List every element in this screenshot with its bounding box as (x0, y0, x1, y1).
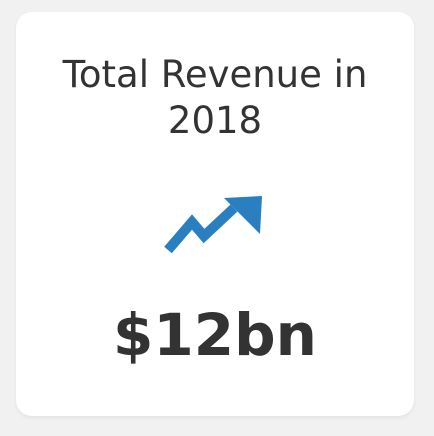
card-title: Total Revenue in 2018 (62, 53, 368, 142)
revenue-value: $12bn (113, 301, 317, 369)
trending-up-icon (164, 196, 262, 254)
revenue-card: Total Revenue in 2018 $12bn (16, 12, 414, 416)
